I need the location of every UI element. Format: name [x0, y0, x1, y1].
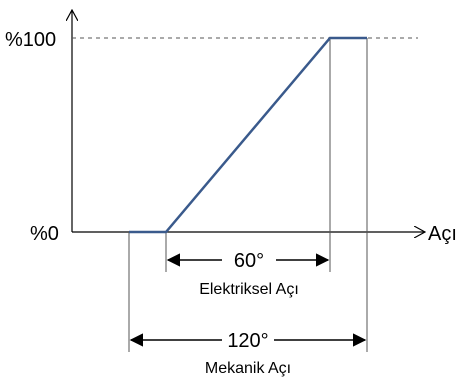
- electrical-angle-label: Elektriksel Açı: [199, 281, 299, 298]
- y-top-label: %100: [5, 29, 56, 51]
- mechanical-angle-value: 120°: [227, 330, 268, 352]
- mechanical-angle-label: Mekanik Açı: [205, 360, 291, 377]
- response-curve: [129, 36, 367, 234]
- electrical-angle-value: 60°: [234, 250, 264, 272]
- x-axis-label: Açı: [428, 223, 457, 245]
- y-bottom-label: %0: [30, 223, 59, 245]
